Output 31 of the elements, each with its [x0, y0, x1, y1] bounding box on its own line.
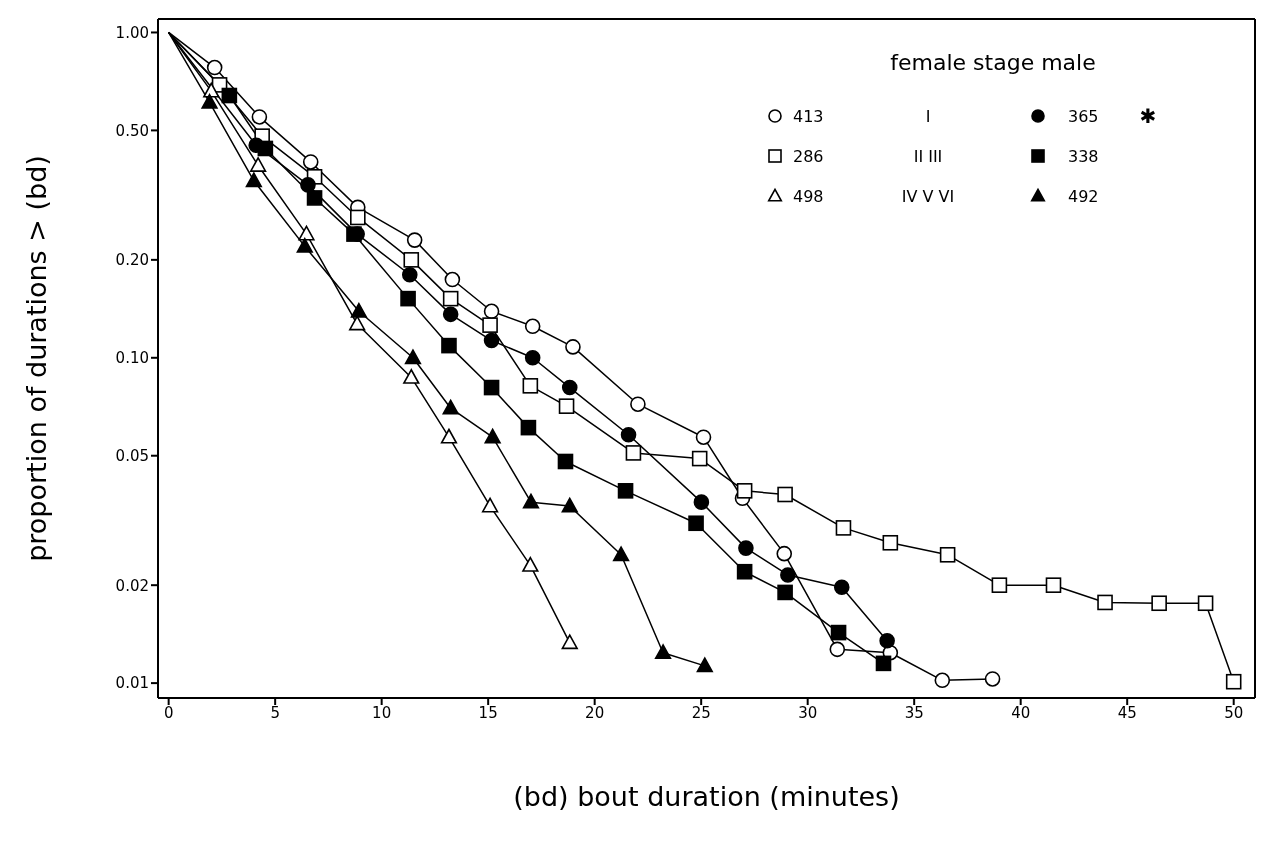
x-tick-label: 20 [585, 703, 605, 722]
annotation: II III [913, 147, 943, 166]
legend-title: female stage male [890, 50, 1096, 75]
legend-label: 492 [1068, 187, 1099, 206]
y-tick-label: 0.01 [115, 674, 149, 693]
x-tick-label: 45 [1117, 703, 1137, 722]
x-tick-label: 30 [798, 703, 818, 722]
x-tick-label: 40 [1011, 703, 1031, 722]
y-tick-label: 1.00 [115, 23, 149, 42]
legend-label: 365 [1068, 107, 1099, 126]
legend-label: 498 [793, 187, 824, 206]
y-axis-title: proportion of durations > (bd) [20, 155, 52, 562]
x-tick-label: 25 [691, 703, 711, 722]
legend-label: 338 [1068, 147, 1099, 166]
annotation: ✱ [1139, 104, 1157, 128]
x-tick-label: 15 [478, 703, 498, 722]
y-tick-label: 0.05 [115, 447, 149, 466]
y-tick-label: 0.20 [115, 251, 149, 270]
legend-label: 413 [793, 107, 824, 126]
x-tick-label: 5 [270, 703, 280, 722]
annotation: I [925, 107, 931, 126]
x-tick-label: 0 [163, 703, 174, 722]
x-axis-title: (bd) bout duration (minutes) [513, 781, 900, 812]
x-tick-label: 50 [1224, 703, 1244, 722]
annotation: IV V VI [901, 187, 955, 206]
y-tick-label: 0.50 [115, 121, 149, 140]
y-tick-label: 0.10 [115, 349, 149, 368]
y-tick-label: 0.02 [115, 576, 149, 595]
legend-label: 286 [793, 147, 824, 166]
x-tick-label: 35 [904, 703, 924, 722]
x-tick-label: 10 [372, 703, 392, 722]
